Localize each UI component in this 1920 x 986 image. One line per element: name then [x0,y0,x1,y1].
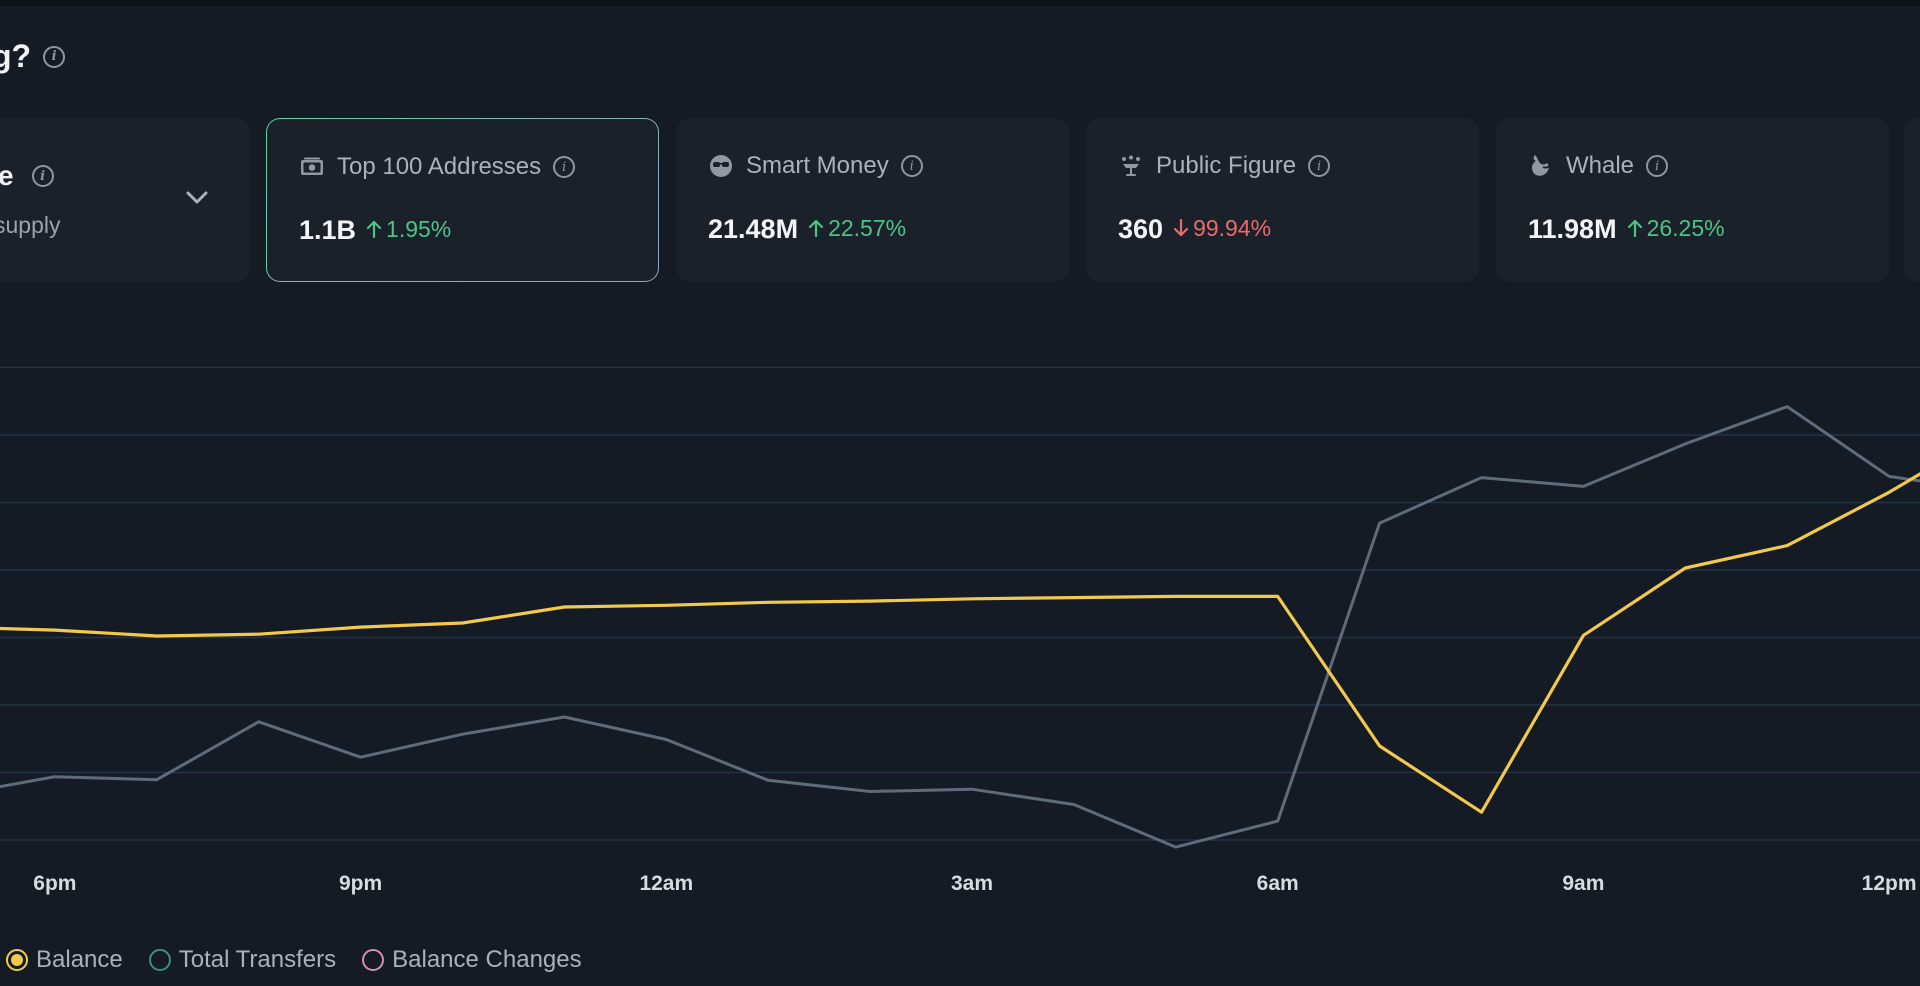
chart-legend: Balance Total Transfers Balance Changes [6,946,582,974]
card-change: 26.25% [1627,215,1725,242]
card-label: Top 100 Addresses [337,153,542,180]
selector-subtitle: supply [0,212,61,238]
legend-item-balance-changes[interactable]: Balance Changes [362,946,582,974]
card-change: 99.94% [1173,215,1271,242]
radio-selected-icon [6,949,28,971]
arrow-up-icon [1627,219,1642,238]
sunglasses-icon [708,153,734,179]
radio-unselected-icon [362,949,385,971]
card-change-value: 99.94% [1193,214,1272,241]
card-change: 22.57% [808,215,906,242]
series-line-total-transfers[interactable] [0,405,1920,849]
card-change-value: 1.95% [386,215,452,242]
card-public-figure[interactable]: Public Figure i 360 99.94% [1086,118,1479,282]
section-title: g? [0,38,32,74]
radio-unselected-icon [148,949,171,971]
card-label: Public Figure [1156,152,1297,179]
chart-grid [0,366,1920,841]
line-chart: 6pm 9pm 12am 3am 6am 9am 12pm [0,366,1920,895]
info-icon[interactable]: i [900,155,923,177]
info-icon[interactable]: i [43,45,66,68]
card-change: 1.95% [366,216,451,243]
section-heading: g? i [0,38,66,75]
category-selector[interactable] [0,118,250,282]
x-axis-ticks: 6pm 9pm 12am 3am 6am 9am 12pm [33,872,1916,895]
selector-title: e [0,160,14,191]
chevron-down-icon[interactable] [185,190,209,206]
card-change-value: 22.57% [828,214,907,241]
top-bar [0,0,1920,6]
selector-title-row: e i [0,160,54,192]
x-tick-label: 12am [639,872,693,895]
series-line-balance[interactable] [0,432,1920,814]
card-value: 360 [1118,214,1164,244]
x-tick-label: 3am [951,872,993,895]
card-whale[interactable]: Whale i 11.98M 26.25% [1496,118,1889,282]
card-value: 21.48M [708,214,799,244]
x-tick-label: 6pm [33,872,76,895]
money-icon [299,154,325,180]
card-value: 1.1B [299,215,357,245]
x-tick-label: 12pm [1862,872,1917,895]
legend-label: Balance Changes [392,946,582,973]
legend-item-total-transfers[interactable]: Total Transfers [148,946,337,974]
card-smart-money[interactable]: Smart Money i 21.48M 22.57% [676,118,1069,282]
info-icon[interactable]: i [1646,155,1669,177]
chart-series [0,405,1920,849]
arrow-down-icon [1173,218,1189,237]
arrow-up-icon [808,219,824,238]
legend-label: Balance [36,946,123,973]
card-value: 11.98M [1528,214,1617,244]
arrow-up-icon [366,220,382,239]
x-tick-label: 9am [1562,872,1604,895]
x-tick-label: 9pm [339,872,382,895]
legend-item-balance[interactable]: Balance [6,946,123,974]
info-icon[interactable]: i [553,156,576,178]
legend-label: Total Transfers [178,946,337,973]
info-icon[interactable]: i [31,165,54,187]
card-change-value: 26.25% [1646,214,1725,241]
x-tick-label: 6am [1257,872,1299,895]
card-next-partial[interactable] [1904,118,1920,282]
card-label: Whale [1566,152,1635,179]
card-label: Smart Money [746,152,889,179]
card-top-100-addresses[interactable]: Top 100 Addresses i 1.1B 1.95% [266,118,659,282]
whale-icon [1528,153,1554,179]
info-icon[interactable]: i [1308,155,1331,177]
podium-icon [1118,153,1144,179]
